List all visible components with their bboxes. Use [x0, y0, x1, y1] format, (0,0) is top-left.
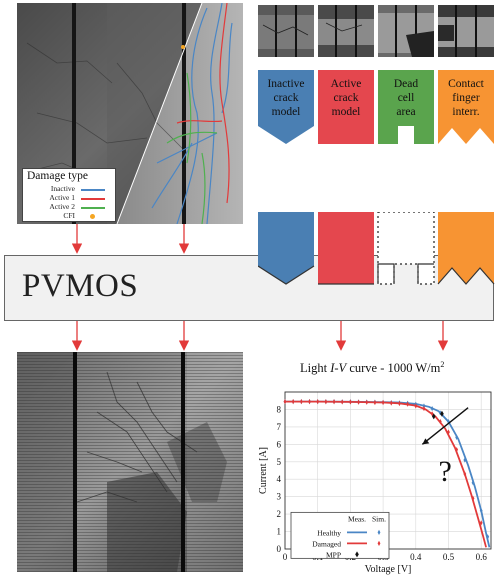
legend-mpp-marker	[355, 551, 359, 558]
y-tick-label: 0	[277, 544, 282, 554]
model-shape-inactive	[258, 70, 314, 144]
series-point-damaged-sim	[455, 446, 459, 453]
model-labels: Inactive crack model Active crack model …	[258, 70, 494, 144]
legend-row-label: Healthy	[317, 528, 341, 537]
model-label-active-1: Active	[331, 78, 362, 90]
model-shape-dead	[378, 70, 434, 144]
series-point-damaged-sim	[316, 398, 320, 405]
thumb-contact-finger	[438, 5, 494, 57]
series-point-damaged-sim	[348, 399, 352, 405]
legend-col-sim: Sim.	[372, 514, 386, 523]
x-tick-label: 0.5	[443, 552, 455, 562]
model-label-inactive-2: crack	[274, 92, 299, 104]
input-shape-inactive	[258, 212, 314, 284]
pvmos-label: PVMOS	[22, 268, 139, 304]
series-point-healthy-sim	[455, 434, 459, 440]
model-label-inactive-1: Inactive	[267, 78, 304, 90]
x-tick-label: 0.6	[476, 552, 488, 562]
series-point-damaged-sim	[291, 398, 295, 405]
series-point-damaged-sim	[447, 429, 450, 435]
series-point-damaged-sim	[471, 495, 475, 502]
series-point-damaged-sim	[381, 399, 385, 406]
legend-item-inactive: Inactive	[23, 184, 117, 194]
chart-legend-box	[290, 511, 390, 559]
model-inputs	[258, 212, 495, 285]
series-point-damaged-sim	[389, 400, 393, 406]
y-tick-label: 5	[277, 457, 282, 467]
x-tick-label: 0	[283, 552, 288, 562]
annotation-question: ?	[439, 455, 452, 488]
legend-title: Damage type	[27, 170, 88, 182]
damage-example-thumbnails	[258, 5, 494, 57]
model-label-dead-1: Dead	[394, 78, 419, 90]
y-tick-label: 1	[277, 527, 282, 537]
thumb-inactive-crack	[258, 5, 314, 57]
mpp-point-damaged	[431, 413, 436, 420]
legend-row-label: MPP	[326, 550, 341, 559]
annotation-arrow	[421, 407, 469, 445]
series-point-healthy-sim	[463, 457, 467, 463]
y-tick-label: 7	[277, 422, 282, 432]
legend-line-active-1	[81, 198, 105, 200]
legend-col-meas: Meas.	[348, 514, 366, 523]
y-tick-label: 6	[277, 439, 282, 449]
thumb-active-crack	[318, 5, 374, 57]
model-label-inactive-3: model	[272, 106, 301, 118]
mpp-point-healthy	[440, 410, 444, 417]
y-tick-label: 4	[277, 474, 282, 484]
series-point-damaged-sim	[463, 471, 467, 477]
y-tick-label: 8	[277, 404, 282, 414]
damage-type-legend: Damage type Inactive Active 1 Active 2 C…	[22, 168, 116, 222]
legend-item-active-1: Active 1	[23, 193, 117, 203]
series-point-damaged-sim	[406, 401, 410, 407]
iv-curve-title: Light I-V curve - 1000 W/m2	[300, 360, 445, 376]
model-shape-contact	[438, 70, 494, 144]
thumb-dead-cell-area	[378, 5, 434, 57]
simulated-cell-image	[17, 352, 243, 572]
input-shape-contact	[438, 212, 494, 284]
model-label-active-3: model	[332, 106, 361, 118]
series-point-healthy-sim	[479, 508, 483, 514]
model-label-active-2: crack	[334, 92, 359, 104]
series-point-healthy-sim	[438, 410, 442, 416]
legend-line-active-2	[81, 207, 105, 209]
legend-item-cfi: CFI	[23, 211, 117, 221]
y-tick-label: 2	[277, 509, 282, 519]
pvmos-block	[4, 255, 494, 321]
model-shape-active	[318, 70, 374, 144]
series-point-damaged-sim	[365, 399, 369, 405]
y-axis-label: Current [A]	[258, 447, 269, 494]
input-shape-active	[318, 212, 374, 284]
el-image-crack-overlay	[17, 3, 243, 224]
annotation-arrowhead	[422, 438, 430, 445]
model-label-contact-1: Contact	[448, 78, 485, 90]
input-shape-dead	[377, 212, 435, 285]
model-label-dead-3: area	[396, 106, 415, 118]
series-point-damaged-sim	[283, 398, 287, 405]
legend-item-active-2: Active 2	[23, 202, 117, 212]
series-point-damaged-sim	[299, 398, 303, 405]
legend-row-label: Damaged	[312, 539, 341, 548]
series-point-damaged-sim	[324, 399, 328, 405]
series-point-damaged-sim	[340, 399, 344, 405]
series-point-damaged-sim	[438, 419, 442, 425]
legend-line-inactive	[81, 189, 105, 191]
series-point-damaged-sim	[357, 399, 360, 405]
series-point-damaged-sim	[332, 399, 336, 405]
y-tick-label: 3	[277, 492, 282, 502]
model-label-dead-2: cell	[398, 92, 415, 104]
x-axis-label: Voltage [V]	[365, 564, 412, 575]
series-point-healthy-sim	[471, 480, 475, 486]
series-point-healthy-sim	[430, 405, 434, 412]
legend-dot-cfi	[90, 214, 95, 219]
series-point-damaged-sim	[308, 398, 311, 405]
series-point-damaged-sim	[373, 399, 377, 406]
x-tick-label: 0.4	[410, 552, 422, 562]
model-label-contact-3: interr.	[452, 106, 479, 118]
model-label-contact-2: finger	[452, 92, 480, 104]
series-point-damaged-sim	[479, 520, 483, 526]
